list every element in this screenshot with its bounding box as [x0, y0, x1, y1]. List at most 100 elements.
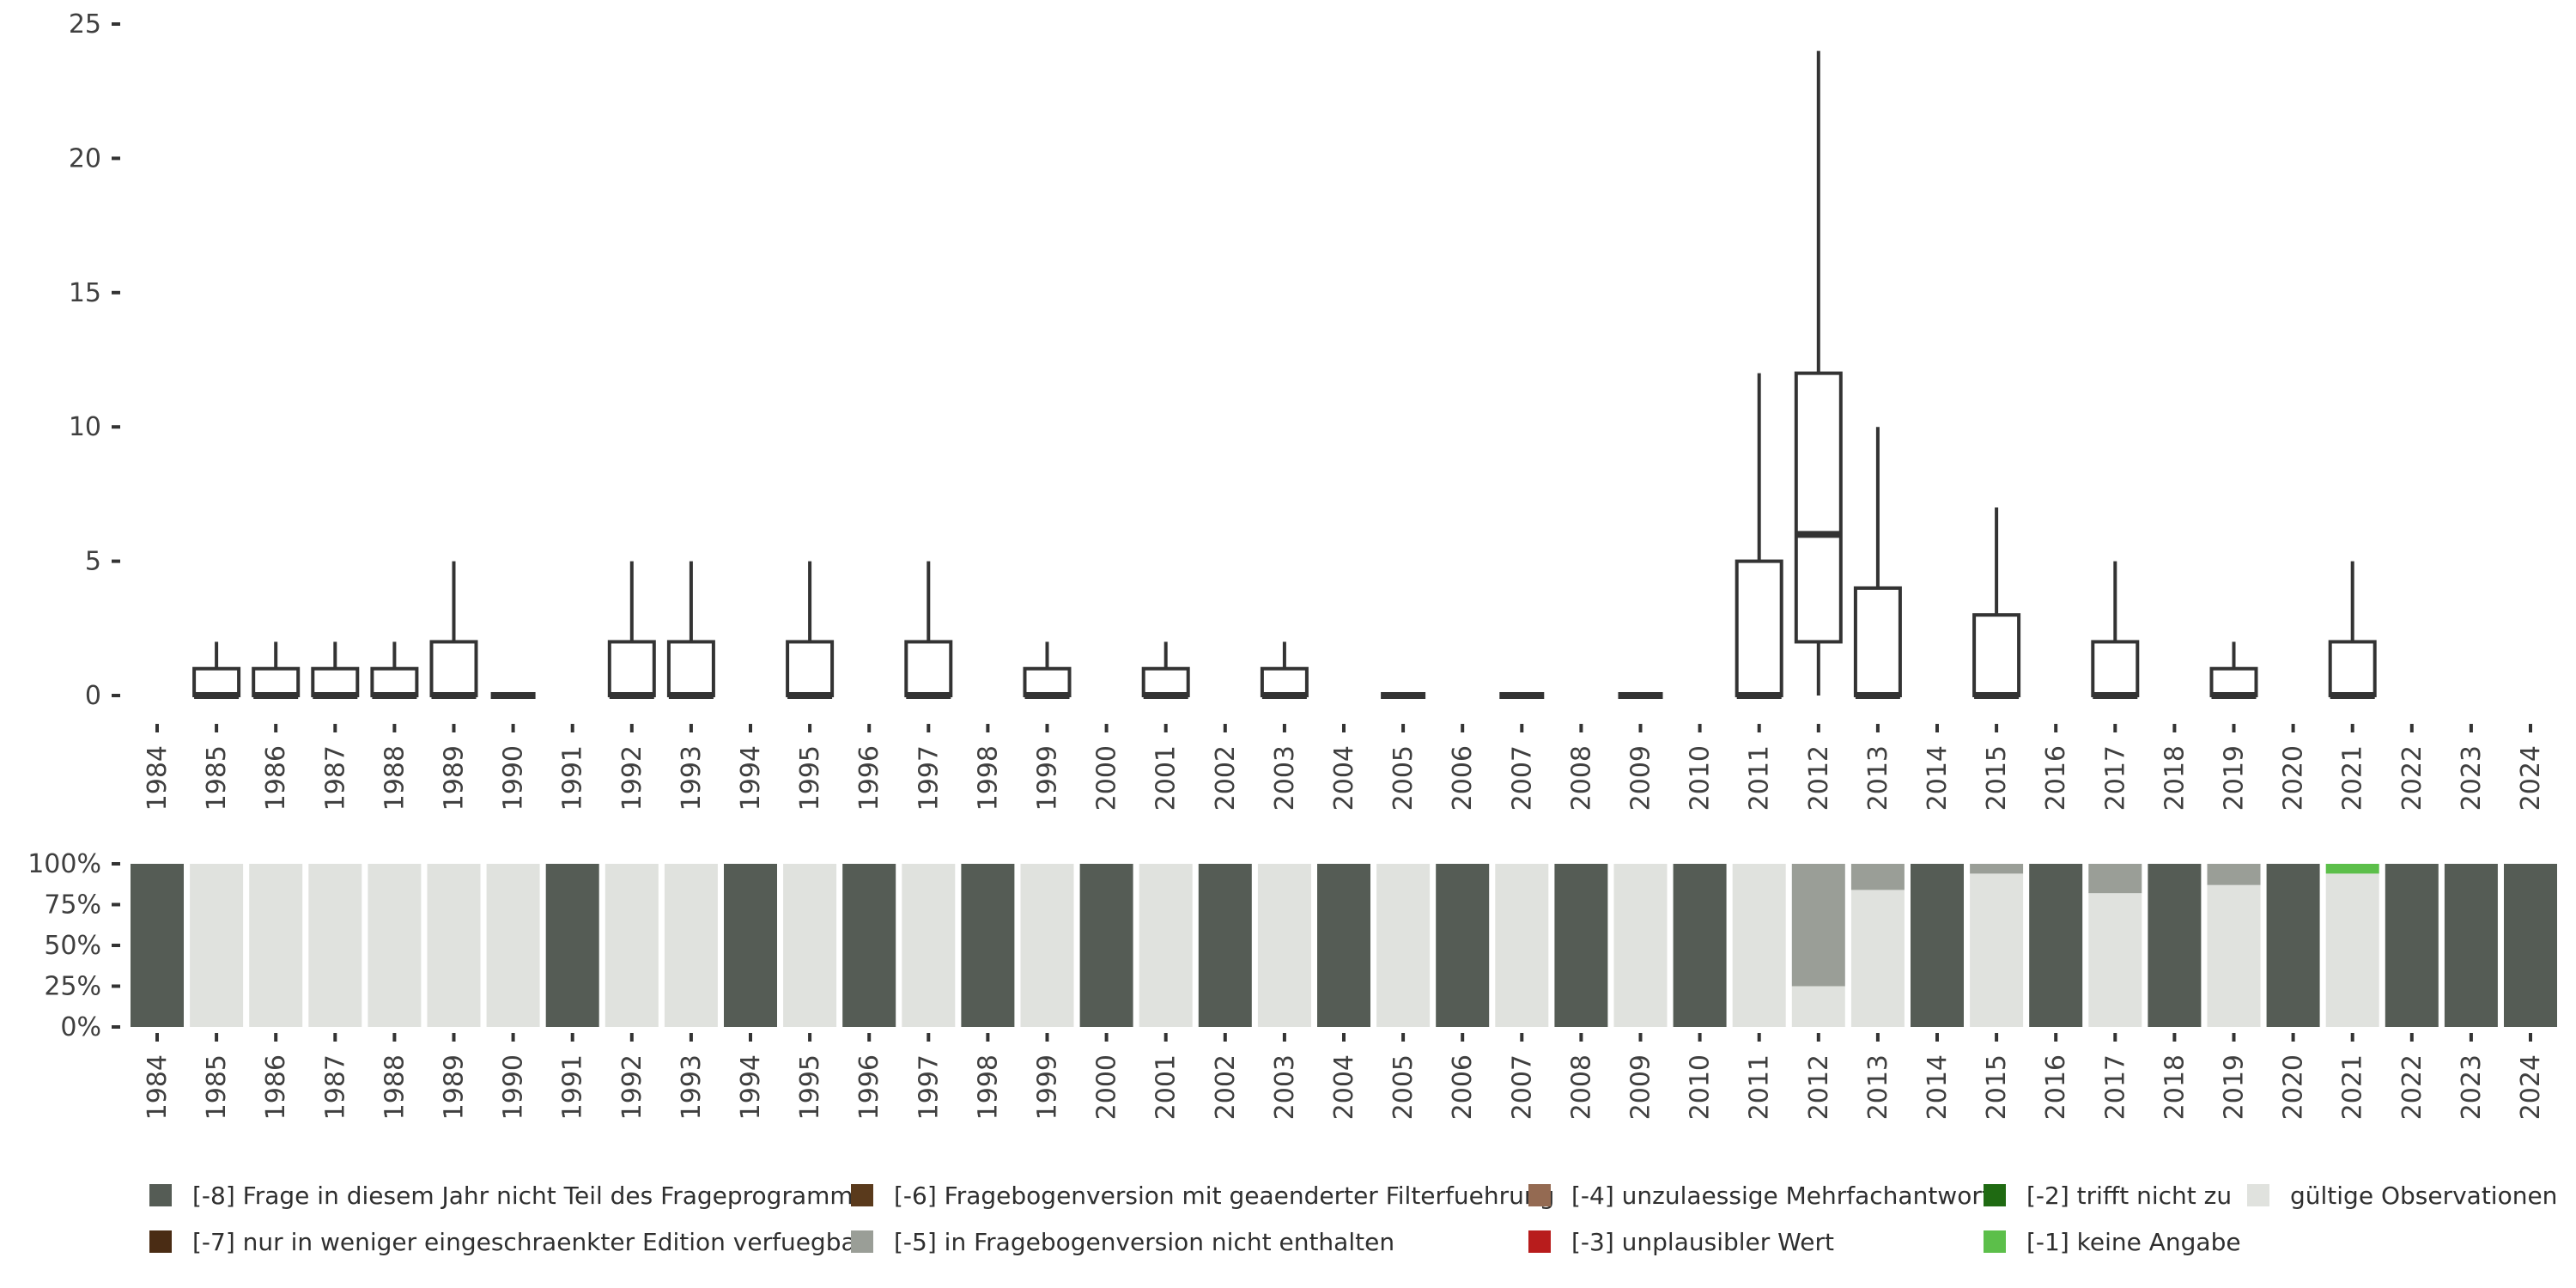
x-tick-label: 1998 [973, 1054, 1003, 1120]
box-2001 [1141, 641, 1190, 699]
y-tick-label: 0 [85, 681, 101, 711]
y-tick-label: 15 [69, 278, 101, 308]
bar-segment-2011 [1732, 864, 1786, 1027]
bar-segment-2006 [1436, 864, 1490, 1027]
legend-label: [-1] keine Angabe [2026, 1228, 2241, 1256]
bar-segment-1991 [545, 864, 599, 1027]
bar-segment-1984 [131, 864, 184, 1027]
x-tick-label: 2001 [1151, 745, 1182, 811]
bar-segment-2004 [1317, 864, 1370, 1027]
x-tick-label: 1992 [617, 1054, 647, 1120]
x-tick-label: 2015 [1982, 1054, 2012, 1120]
box-2013 [1853, 427, 1902, 699]
x-tick-label: 2021 [2338, 745, 2368, 811]
box-1999 [1023, 641, 1072, 699]
bar-segment-2016 [2029, 864, 2083, 1027]
x-tick-label: 2012 [1804, 745, 1834, 811]
x-tick-label: 2005 [1388, 1054, 1419, 1120]
x-tick-label: 2011 [1745, 1054, 1775, 1120]
box-1988 [370, 641, 419, 699]
x-tick-label: 1998 [973, 745, 1003, 811]
box-1986 [252, 641, 301, 699]
legend-label: gültige Observationen [2290, 1182, 2557, 1210]
legend-swatch [1528, 1184, 1551, 1206]
x-tick-label: 2022 [2397, 745, 2427, 811]
bar-segment-2013 [1850, 864, 1905, 890]
x-tick-label: 2023 [2457, 1054, 2487, 1120]
x-tick-label: 1995 [795, 745, 825, 811]
x-tick-label: 2020 [2279, 1054, 2309, 1120]
bar-segment-1986 [249, 864, 303, 1027]
x-tick-label: 1991 [558, 1054, 588, 1120]
box-2017 [2091, 561, 2140, 699]
y-tick-label: 25 [69, 9, 101, 39]
bar-segment-2001 [1139, 864, 1193, 1027]
x-tick-label: 2010 [1686, 1054, 1716, 1120]
x-tick-label: 2024 [2516, 745, 2546, 811]
bar-segment-2010 [1673, 864, 1727, 1027]
bar-segment-1992 [605, 864, 659, 1027]
x-tick-label: 2002 [1211, 1054, 1241, 1120]
box-1995 [786, 561, 835, 699]
box-iqr [1794, 371, 1843, 644]
x-tick-label: 1997 [914, 1054, 944, 1120]
bar-segment-2005 [1376, 864, 1431, 1027]
bar-segment-1989 [427, 864, 481, 1027]
box-iqr [192, 666, 241, 697]
box-2011 [1735, 373, 1783, 699]
bar-segment-2024 [2504, 864, 2557, 1027]
legend-label: [-3] unplausibler Wert [1571, 1228, 1834, 1256]
x-tick-label: 1996 [854, 1054, 884, 1120]
bar-segment-2020 [2266, 864, 2320, 1027]
x-tick-label: 2013 [1863, 1054, 1893, 1120]
x-tick-label: 2021 [2338, 1054, 2368, 1120]
bar-segment-1997 [902, 864, 956, 1027]
box-1997 [904, 561, 953, 699]
legend-swatch [2247, 1184, 2269, 1206]
x-tick-label: 2019 [2220, 1054, 2250, 1120]
x-tick-label: 2009 [1626, 745, 1656, 811]
x-tick-label: 2017 [2100, 745, 2130, 811]
box-iqr [370, 666, 419, 697]
box-2003 [1260, 641, 1309, 699]
x-tick-label: 2012 [1804, 1054, 1834, 1120]
box-iqr [904, 640, 953, 698]
y-tick-label: 0% [60, 1012, 101, 1042]
x-tick-label: 1985 [202, 1054, 232, 1120]
legend-swatch [851, 1184, 873, 1206]
bar-segment-2022 [2385, 864, 2439, 1027]
legend-label: [-2] trifft nicht zu [2026, 1182, 2232, 1210]
legend-label: [-4] unzulaessige Mehrfachantwort [1571, 1182, 1991, 1210]
x-tick-label: 1997 [914, 745, 944, 811]
bar-segment-2000 [1079, 864, 1133, 1027]
x-tick-label: 1988 [380, 1054, 410, 1120]
x-tick-label: 1999 [1033, 745, 1063, 811]
y-tick-label: 75% [44, 890, 101, 920]
box-1989 [429, 561, 478, 699]
legend-label: [-8] Frage in diesem Jahr nicht Teil des… [192, 1182, 866, 1210]
box-iqr [2328, 640, 2377, 698]
x-tick-label: 1993 [677, 1054, 707, 1120]
box-1992 [607, 561, 656, 699]
box-iqr [1853, 586, 1902, 698]
x-tick-label: 2000 [1092, 745, 1122, 811]
legend-swatch [1528, 1230, 1551, 1253]
bar-segment-2017 [2088, 864, 2142, 894]
x-tick-label: 2018 [2160, 1054, 2190, 1120]
bar-segment-1995 [783, 864, 837, 1027]
x-tick-label: 2014 [1923, 1054, 1953, 1120]
bar-segment-1985 [190, 864, 244, 1027]
bar-segment-2012 [1791, 864, 1845, 987]
y-tick-label: 100% [27, 849, 101, 879]
box-1993 [666, 561, 715, 699]
bar-segment-1988 [368, 864, 422, 1027]
legend-swatch [149, 1184, 172, 1206]
x-tick-label: 2010 [1686, 745, 1716, 811]
x-tick-label: 2016 [2041, 1054, 2071, 1120]
legend-label: [-7] nur in weniger eingeschraenkter Edi… [192, 1228, 866, 1256]
x-tick-label: 2007 [1507, 1054, 1537, 1120]
x-tick-label: 2013 [1863, 745, 1893, 811]
bar-segment-2003 [1257, 864, 1311, 1027]
legend-swatch [149, 1230, 172, 1253]
